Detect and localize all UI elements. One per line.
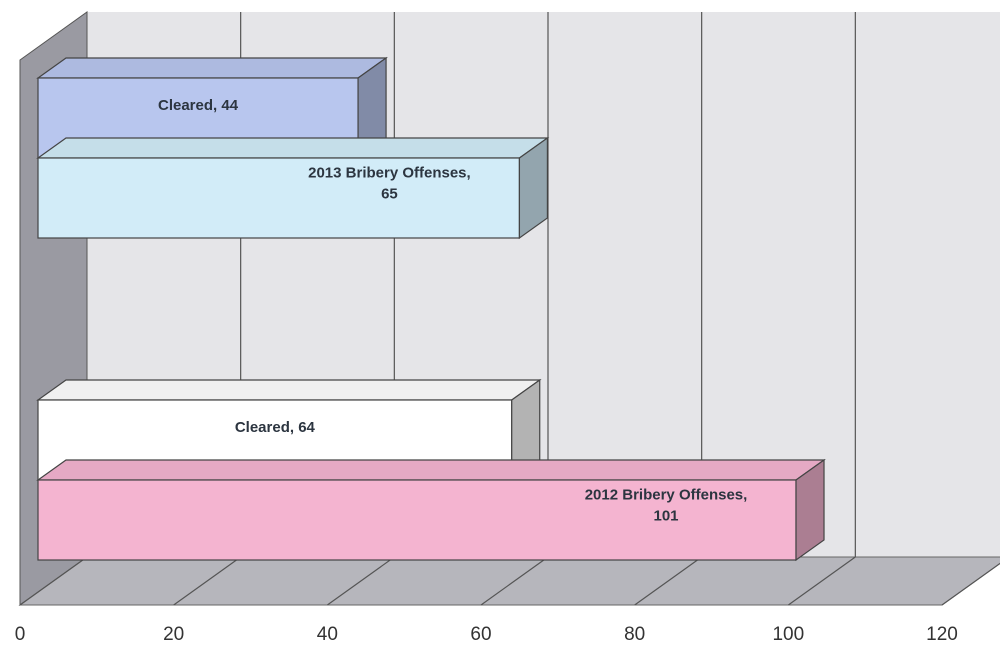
floor-gridline	[480, 556, 549, 606]
x-tick-label: 0	[15, 624, 26, 645]
bar: 2013 Bribery Offenses, 65	[36, 136, 550, 240]
x-tick-label: 80	[624, 624, 645, 645]
bar-front-face	[37, 157, 521, 239]
x-tick-label: 20	[163, 624, 184, 645]
bar-top-face	[36, 137, 550, 159]
bar-side-face	[518, 136, 549, 240]
bar-data-label: 2012 Bribery Offenses, 101	[585, 487, 748, 525]
x-tick-label: 40	[317, 624, 338, 645]
bar-data-label: 2013 Bribery Offenses, 65	[308, 165, 471, 203]
bar-top-face	[36, 379, 542, 401]
bar-top-face	[36, 57, 388, 79]
bar: 2012 Bribery Offenses, 101	[36, 458, 826, 562]
bar-front-face	[37, 479, 797, 561]
floor-gridline	[941, 562, 1000, 606]
x-axis-ticks: 0 20 40 60 80 100 120	[15, 624, 958, 645]
floor-gridline	[173, 556, 242, 606]
x-tick-label: 60	[470, 624, 491, 645]
floor-gridline	[326, 556, 395, 606]
bars: Cleared, 44 2013 Bribery Offenses, 65 Clear…	[36, 56, 826, 562]
bar-top-face	[36, 459, 826, 481]
bar-data-label: Cleared, 64	[235, 419, 316, 436]
floor-gridline	[19, 556, 88, 606]
bar-side-face	[795, 458, 825, 562]
floor	[18, 556, 1000, 606]
bar-data-label: Cleared, 44	[158, 97, 239, 114]
x-tick-label: 120	[926, 624, 958, 645]
floor-gridline	[634, 556, 703, 606]
floor-gridline	[787, 556, 856, 606]
x-tick-label: 100	[772, 624, 804, 645]
